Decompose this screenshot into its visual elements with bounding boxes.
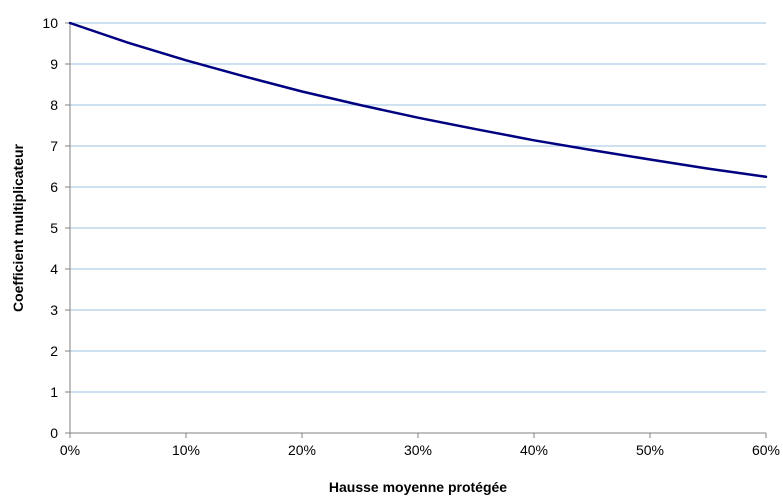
y-tick-label: 3 [50, 302, 58, 318]
x-tick-label: 60% [752, 442, 780, 458]
x-tick-label: 20% [288, 442, 316, 458]
y-tick-label: 8 [50, 97, 58, 113]
y-tick-label: 1 [50, 384, 58, 400]
y-tick-label: 5 [50, 220, 58, 236]
y-tick-label: 2 [50, 343, 58, 359]
x-tick-label: 30% [404, 442, 432, 458]
y-tick-label: 6 [50, 179, 58, 195]
axis-ticks: 0 1 2 3 4 5 6 7 8 9 10 0% 10% 20% 30% 40% 50% 60% [42, 15, 780, 458]
gridlines [70, 22, 766, 393]
y-tick-label: 4 [50, 261, 58, 277]
x-tick-label: 50% [636, 442, 664, 458]
y-axis-title: Coefficient multiplicateur [10, 143, 26, 312]
y-tick-label: 7 [50, 138, 58, 154]
x-tick-label: 0% [60, 442, 80, 458]
y-tick-label: 0 [50, 425, 58, 441]
series-lines [68, 21, 768, 179]
x-axis-title: Hausse moyenne protégée [329, 479, 507, 495]
series-line [68, 21, 768, 179]
y-tick-label: 10 [42, 15, 58, 31]
y-tick-label: 9 [50, 56, 58, 72]
x-tick-label: 10% [172, 442, 200, 458]
x-tick-label: 40% [520, 442, 548, 458]
